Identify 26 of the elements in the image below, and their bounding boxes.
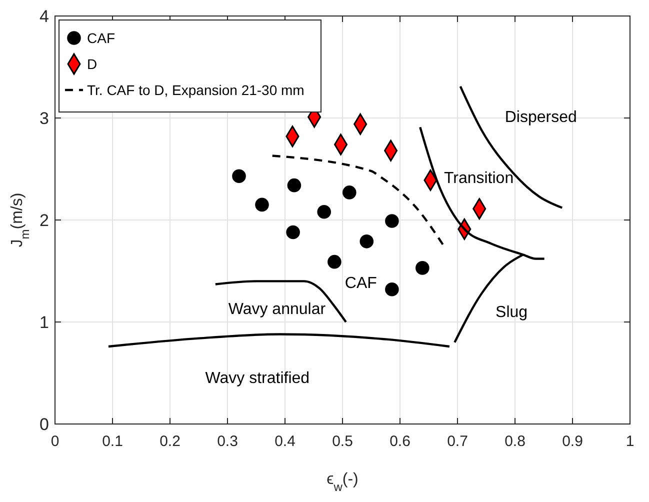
y-tick-label: 0 xyxy=(40,415,49,434)
x-tick-label: 0.4 xyxy=(274,433,296,450)
annotation: Wavy annular xyxy=(228,301,326,318)
x-tick-label: 0.8 xyxy=(504,433,526,450)
y-tick-label: 3 xyxy=(40,109,49,128)
x-tick-label: 0.7 xyxy=(447,433,468,450)
x-tick-label: 0.5 xyxy=(332,433,353,450)
x-tick-label: 0.9 xyxy=(562,433,583,450)
y-tick-label: 1 xyxy=(40,313,49,332)
annotation: Dispersed xyxy=(504,108,577,126)
legend-label: CAF xyxy=(87,30,115,46)
x-tick-label: 0.6 xyxy=(390,433,410,450)
y-tick-label: 4 xyxy=(40,7,49,26)
legend-label: D xyxy=(87,56,98,72)
x-tick-label: 0.3 xyxy=(217,433,238,450)
x-axis-title: ϵ$_{w}$(-) xyxy=(326,471,358,494)
x-tick-label: 0.2 xyxy=(160,433,180,450)
annotation: Slug xyxy=(496,304,528,321)
annotation: Transition xyxy=(444,170,514,188)
legend-label: Tr. CAF to D, Expansion 21-30 mm xyxy=(87,82,304,98)
x-tick-label: 0.1 xyxy=(102,433,123,450)
y-tick-label: 2 xyxy=(40,211,49,230)
x-tick-label: 0 xyxy=(50,433,60,450)
x-tick-label: 1 xyxy=(626,433,634,450)
annotation: Wavy stratified xyxy=(205,370,310,388)
annotation: CAF xyxy=(344,275,378,292)
